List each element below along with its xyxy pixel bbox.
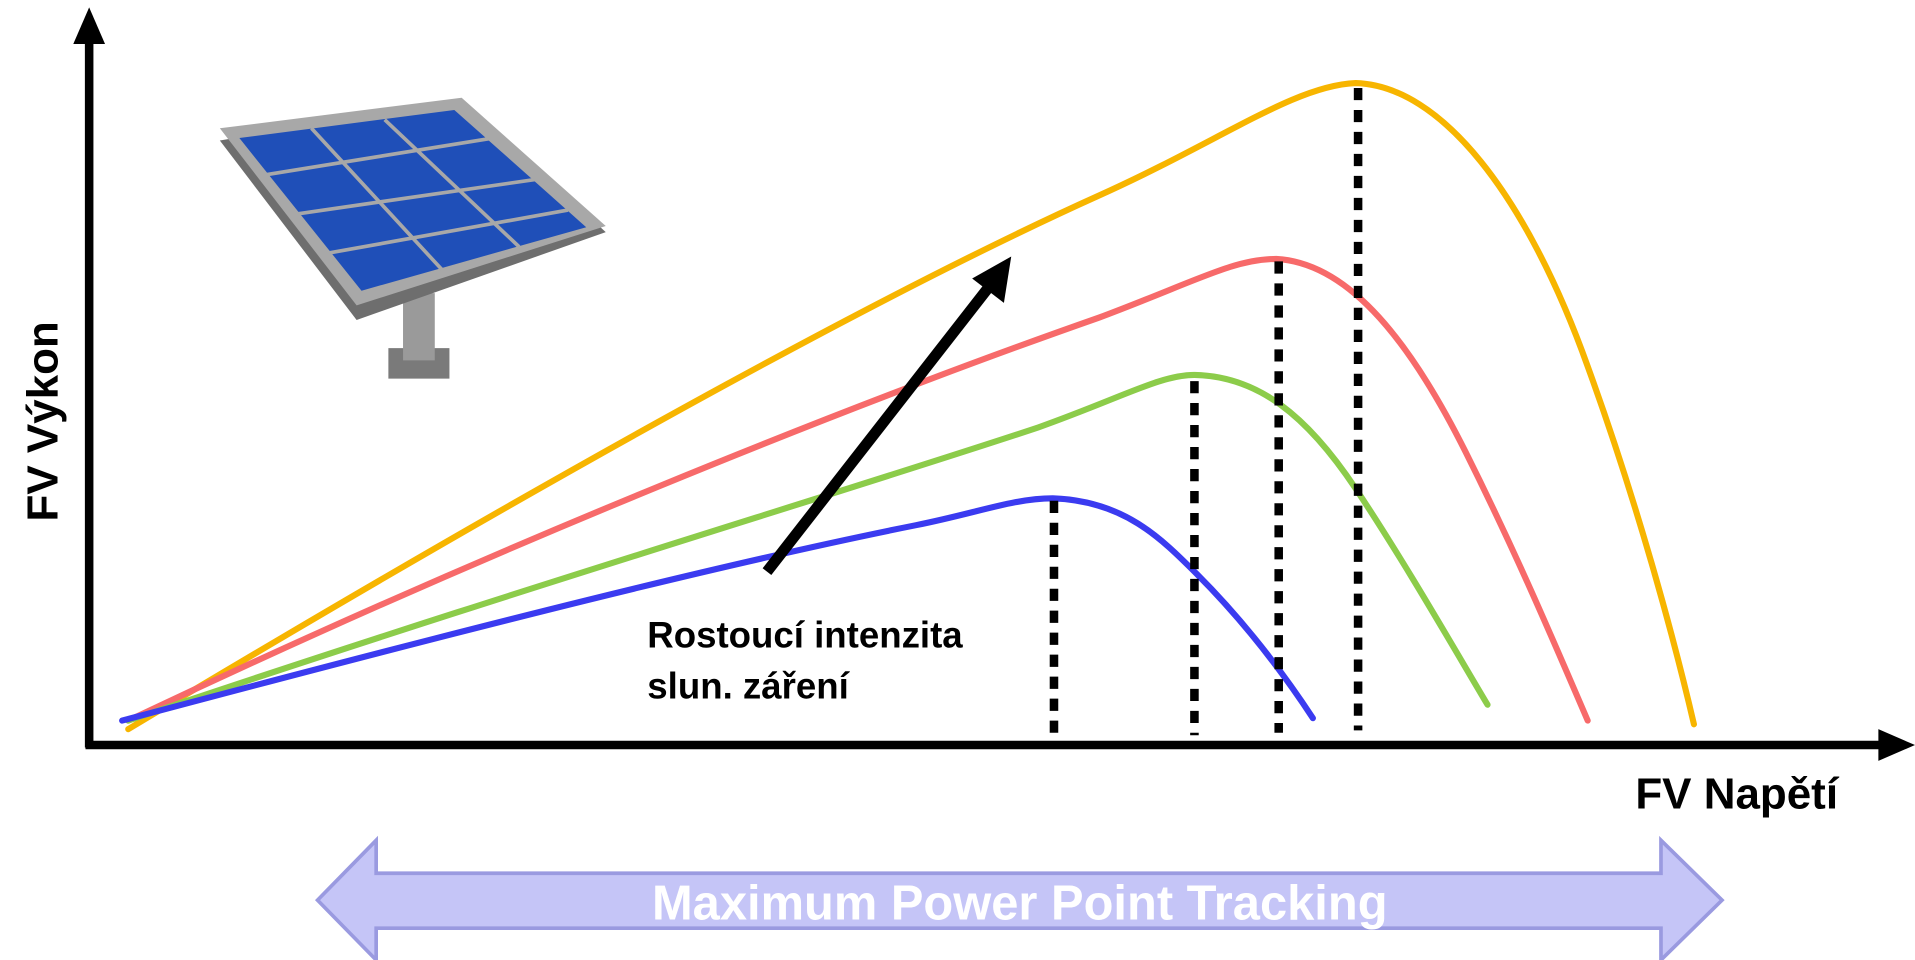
x-axis-label: FV Napětí	[1635, 770, 1839, 819]
y-axis-arrow	[73, 7, 105, 44]
annotation-line: slun. záření	[647, 666, 850, 707]
solar-panel-icon	[220, 98, 606, 379]
y-axis-label: FV Výkon	[18, 321, 67, 521]
banner-text: Maximum Power Point Tracking	[652, 877, 1388, 931]
annotation-line: Rostoucí intenzita	[647, 614, 963, 655]
diagram: FV Výkon FV Napětí Rostoucí intenzita sl…	[0, 0, 1915, 960]
x-axis-arrow	[1878, 729, 1915, 761]
page: FV Výkon FV Napětí Rostoucí intenzita sl…	[0, 0, 1915, 960]
